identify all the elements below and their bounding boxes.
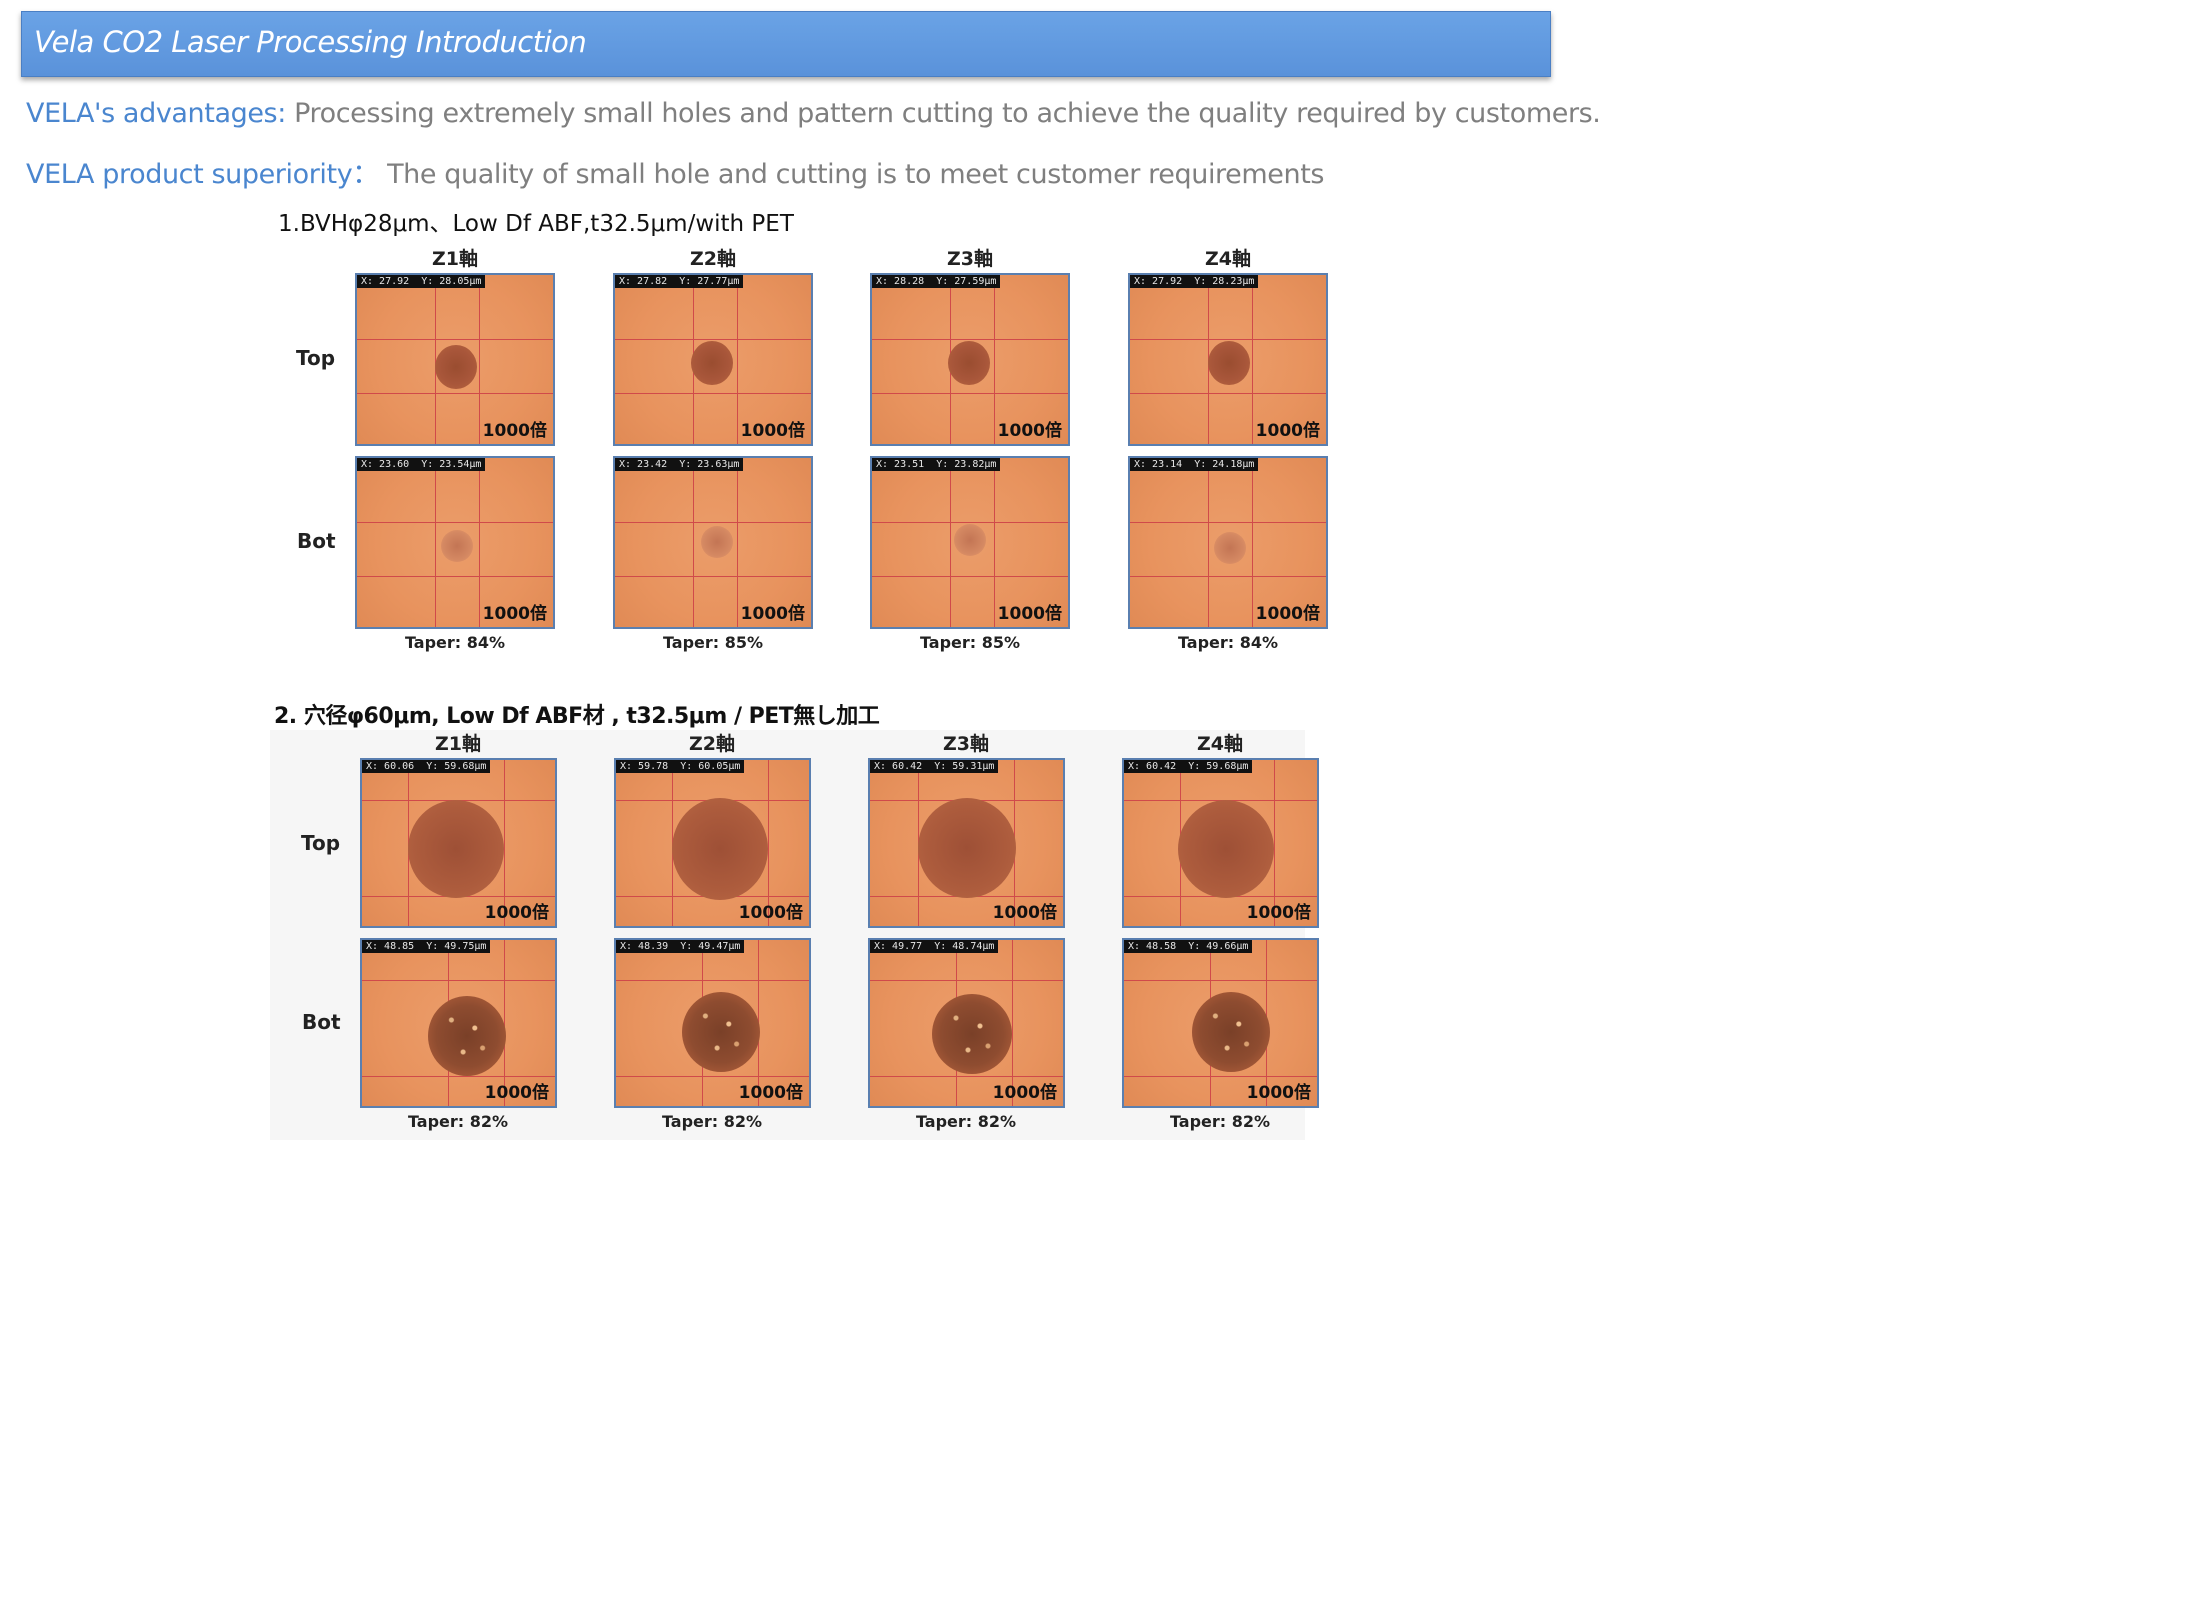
section1-axis-z1: Z1軸 (432, 248, 478, 270)
superiority-key: VELA product superiority： (26, 159, 379, 190)
measurement-readout: X: 27.92 Y: 28.23μm (1130, 275, 1259, 288)
measurement-readout: X: 60.42 Y: 59.31μm (870, 760, 999, 773)
section2-taper-z1: Taper: 82% (407, 1112, 509, 1131)
via-hole (948, 341, 990, 385)
section1-row-bot: Bot (297, 529, 336, 553)
via-hole (1192, 992, 1270, 1072)
section1-title: 1.BVHφ28μm、Low Df ABF,t32.5μm/with PET (278, 211, 794, 237)
magnification-label: 1000倍 (1246, 903, 1311, 923)
measurement-readout: X: 23.60 Y: 23.54μm (357, 458, 486, 471)
section2-axis-z3: Z3軸 (943, 733, 989, 755)
section2-row-top: Top (301, 831, 341, 855)
micrograph-s2-top-z1: X: 60.06 Y: 59.68μm 1000倍 (360, 758, 557, 928)
measurement-readout: X: 28.28 Y: 27.59μm (872, 275, 1001, 288)
measurement-readout: X: 27.82 Y: 27.77μm (615, 275, 744, 288)
via-hole (691, 341, 733, 385)
magnification-label: 1000倍 (992, 1083, 1057, 1103)
via-hole (428, 996, 506, 1076)
via-hole (932, 994, 1012, 1074)
micrograph-s2-top-z3: X: 60.42 Y: 59.31μm 1000倍 (868, 758, 1065, 928)
magnification-label: 1000倍 (1255, 604, 1320, 624)
via-hole (1178, 800, 1274, 898)
page-title: Vela CO2 Laser Processing Introduction (34, 25, 587, 59)
section1-taper-z1: Taper: 84% (404, 633, 506, 652)
section2-taper-z4: Taper: 82% (1169, 1112, 1271, 1131)
via-hole (441, 530, 473, 562)
section2-axis-z4: Z4軸 (1197, 733, 1243, 755)
via-hole (701, 526, 733, 558)
measurement-readout: X: 48.39 Y: 49.47μm (616, 940, 745, 953)
magnification-label: 1000倍 (740, 421, 805, 441)
title-banner: Vela CO2 Laser Processing Introduction (21, 11, 1551, 77)
magnification-label: 1000倍 (738, 903, 803, 923)
section2-taper-z2: Taper: 82% (661, 1112, 763, 1131)
measurement-readout: X: 49.77 Y: 48.74μm (870, 940, 999, 953)
magnification-label: 1000倍 (484, 903, 549, 923)
measurement-readout: X: 59.78 Y: 60.05μm (616, 760, 745, 773)
micrograph-s1-bot-z4: X: 23.14 Y: 24.18μm 1000倍 (1128, 456, 1328, 629)
measurement-readout: X: 48.85 Y: 49.75μm (362, 940, 491, 953)
superiority-value: The quality of small hole and cutting is… (387, 159, 1325, 190)
advantages-key: VELA's advantages: (26, 98, 286, 129)
section2-title: 2. 穴径φ60μm, Low Df ABF材 , t32.5μm / PET無… (274, 704, 880, 729)
via-hole (918, 798, 1016, 898)
micrograph-s1-bot-z2: X: 23.42 Y: 23.63μm 1000倍 (613, 456, 813, 629)
measurement-readout: X: 60.06 Y: 59.68μm (362, 760, 491, 773)
magnification-label: 1000倍 (738, 1083, 803, 1103)
via-hole (1208, 341, 1250, 385)
superiority-line: VELA product superiority： The quality of… (26, 152, 1324, 191)
via-hole (682, 992, 760, 1072)
section2-axis-z2: Z2軸 (689, 733, 735, 755)
micrograph-s2-top-z4: X: 60.42 Y: 59.68μm 1000倍 (1122, 758, 1319, 928)
magnification-label: 1000倍 (997, 604, 1062, 624)
section2-axis-z1: Z1軸 (435, 733, 481, 755)
section1-taper-z4: Taper: 84% (1177, 633, 1279, 652)
measurement-readout: X: 27.92 Y: 28.05μm (357, 275, 486, 288)
magnification-label: 1000倍 (740, 604, 805, 624)
micrograph-s2-bot-z1: X: 48.85 Y: 49.75μm 1000倍 (360, 938, 557, 1108)
section1-axis-z4: Z4軸 (1205, 248, 1251, 270)
via-hole (1214, 532, 1246, 564)
measurement-readout: X: 60.42 Y: 59.68μm (1124, 760, 1253, 773)
section1-axis-z3: Z3軸 (947, 248, 993, 270)
section2-row-bot: Bot (302, 1010, 341, 1034)
magnification-label: 1000倍 (1246, 1083, 1311, 1103)
measurement-readout: X: 23.51 Y: 23.82μm (872, 458, 1001, 471)
measurement-readout: X: 23.42 Y: 23.63μm (615, 458, 744, 471)
section1-taper-z3: Taper: 85% (919, 633, 1021, 652)
section1-axis-z2: Z2軸 (690, 248, 736, 270)
micrograph-s2-bot-z2: X: 48.39 Y: 49.47μm 1000倍 (614, 938, 811, 1108)
magnification-label: 1000倍 (482, 421, 547, 441)
via-hole (954, 524, 986, 556)
magnification-label: 1000倍 (482, 604, 547, 624)
measurement-readout: X: 23.14 Y: 24.18μm (1130, 458, 1259, 471)
micrograph-s1-top-z3: X: 28.28 Y: 27.59μm 1000倍 (870, 273, 1070, 446)
magnification-label: 1000倍 (484, 1083, 549, 1103)
advantages-line: VELA's advantages: Processing extremely … (26, 98, 1601, 129)
section2-taper-z3: Taper: 82% (915, 1112, 1017, 1131)
micrograph-s1-top-z1: X: 27.92 Y: 28.05μm 1000倍 (355, 273, 555, 446)
advantages-value: Processing extremely small holes and pat… (294, 98, 1601, 129)
magnification-label: 1000倍 (992, 903, 1057, 923)
micrograph-s1-bot-z1: X: 23.60 Y: 23.54μm 1000倍 (355, 456, 555, 629)
magnification-label: 1000倍 (1255, 421, 1320, 441)
section1-row-top: Top (296, 346, 336, 370)
micrograph-s1-top-z4: X: 27.92 Y: 28.23μm 1000倍 (1128, 273, 1328, 446)
via-hole (672, 798, 768, 900)
micrograph-s2-bot-z4: X: 48.58 Y: 49.66μm 1000倍 (1122, 938, 1319, 1108)
measurement-readout: X: 48.58 Y: 49.66μm (1124, 940, 1253, 953)
micrograph-s2-bot-z3: X: 49.77 Y: 48.74μm 1000倍 (868, 938, 1065, 1108)
section1-taper-z2: Taper: 85% (662, 633, 764, 652)
micrograph-s1-top-z2: X: 27.82 Y: 27.77μm 1000倍 (613, 273, 813, 446)
via-hole (408, 800, 504, 898)
micrograph-s2-top-z2: X: 59.78 Y: 60.05μm 1000倍 (614, 758, 811, 928)
micrograph-s1-bot-z3: X: 23.51 Y: 23.82μm 1000倍 (870, 456, 1070, 629)
magnification-label: 1000倍 (997, 421, 1062, 441)
via-hole (435, 345, 477, 389)
